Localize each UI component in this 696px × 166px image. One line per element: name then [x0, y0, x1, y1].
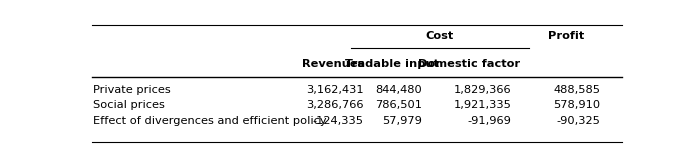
- Text: Domestic factor: Domestic factor: [418, 59, 520, 69]
- Text: Effect of divergences and efficient policy: Effect of divergences and efficient poli…: [93, 116, 327, 126]
- Text: 57,979: 57,979: [382, 116, 422, 126]
- Text: Revenues: Revenues: [302, 59, 365, 69]
- Text: Social prices: Social prices: [93, 100, 165, 110]
- Text: -90,325: -90,325: [556, 116, 600, 126]
- Text: 1,921,335: 1,921,335: [454, 100, 512, 110]
- Text: 786,501: 786,501: [375, 100, 422, 110]
- Text: 844,480: 844,480: [375, 85, 422, 95]
- Text: 488,585: 488,585: [553, 85, 600, 95]
- Text: Private prices: Private prices: [93, 85, 171, 95]
- Text: Cost: Cost: [425, 31, 454, 41]
- Text: Tradable input: Tradable input: [345, 59, 438, 69]
- Text: -124,335: -124,335: [313, 116, 364, 126]
- Text: 1,829,366: 1,829,366: [454, 85, 512, 95]
- Text: 3,286,766: 3,286,766: [306, 100, 364, 110]
- Text: 3,162,431: 3,162,431: [306, 85, 364, 95]
- Text: 578,910: 578,910: [553, 100, 600, 110]
- Text: -91,969: -91,969: [468, 116, 512, 126]
- Text: Profit: Profit: [548, 31, 584, 41]
